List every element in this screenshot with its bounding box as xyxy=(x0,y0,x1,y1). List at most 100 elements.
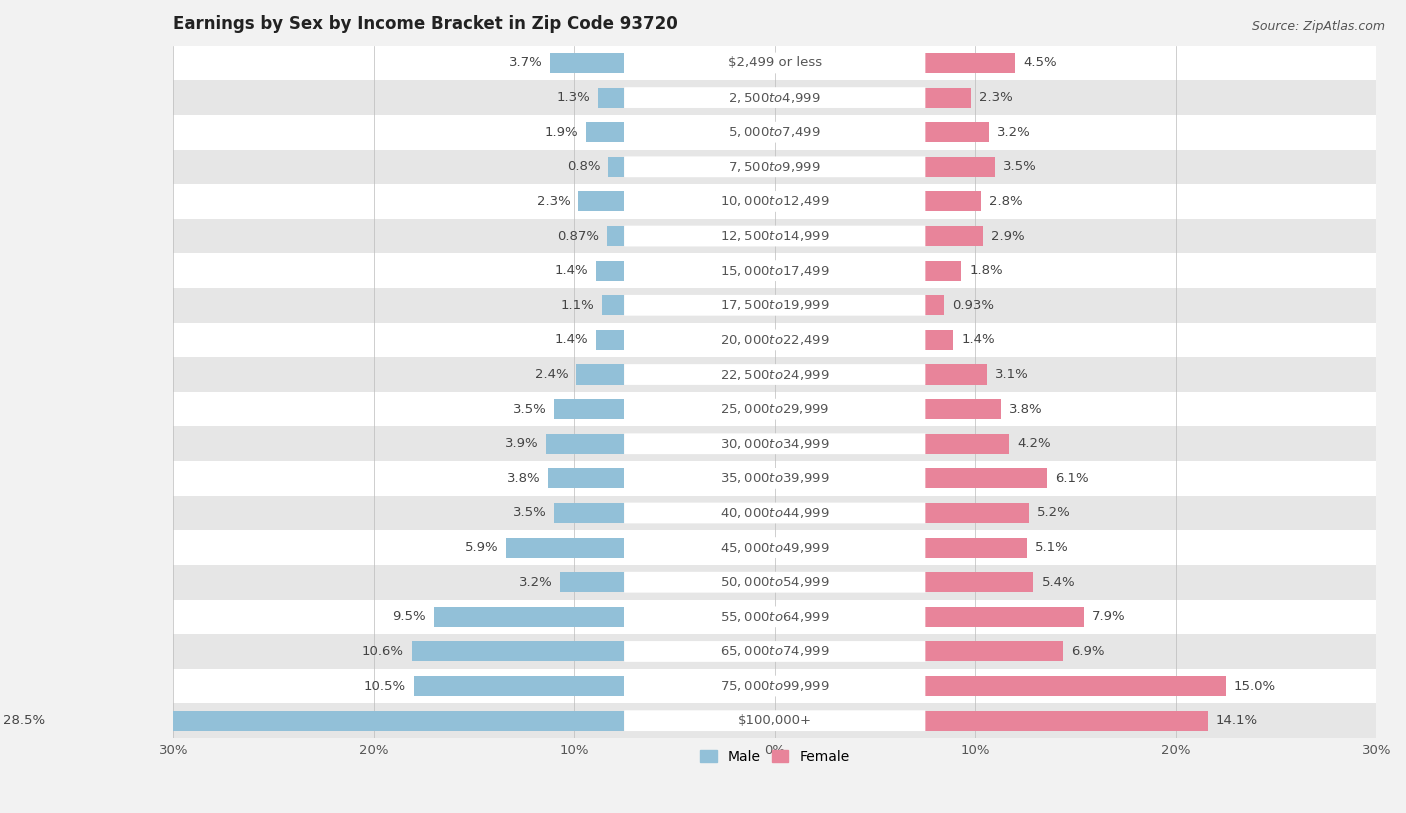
FancyBboxPatch shape xyxy=(624,676,925,697)
Bar xyxy=(173,357,1376,392)
Bar xyxy=(925,122,990,142)
Bar xyxy=(173,530,1376,565)
Bar xyxy=(925,537,1028,558)
Bar xyxy=(547,433,624,454)
Text: 1.3%: 1.3% xyxy=(557,91,591,104)
Bar xyxy=(925,88,972,107)
Bar xyxy=(173,427,1376,461)
Bar xyxy=(925,572,1033,592)
FancyBboxPatch shape xyxy=(624,364,925,385)
FancyBboxPatch shape xyxy=(624,53,925,73)
Bar xyxy=(173,115,1376,150)
Bar xyxy=(596,261,624,280)
FancyBboxPatch shape xyxy=(624,156,925,177)
Text: $75,000 to $99,999: $75,000 to $99,999 xyxy=(720,679,830,693)
Text: 0.87%: 0.87% xyxy=(557,229,599,242)
Bar xyxy=(925,191,981,211)
Text: $30,000 to $34,999: $30,000 to $34,999 xyxy=(720,437,830,450)
Text: $50,000 to $54,999: $50,000 to $54,999 xyxy=(720,576,830,589)
FancyBboxPatch shape xyxy=(624,537,925,558)
Bar xyxy=(173,254,1376,288)
Text: $22,500 to $24,999: $22,500 to $24,999 xyxy=(720,367,830,381)
Text: 2.4%: 2.4% xyxy=(534,368,568,381)
Bar xyxy=(925,157,995,177)
Text: 1.1%: 1.1% xyxy=(561,299,595,312)
Bar xyxy=(925,606,1084,627)
Bar xyxy=(602,295,624,315)
Text: 5.2%: 5.2% xyxy=(1038,506,1071,520)
Text: $65,000 to $74,999: $65,000 to $74,999 xyxy=(720,645,830,659)
Bar xyxy=(925,676,1226,696)
Bar xyxy=(413,676,624,696)
Text: 5.4%: 5.4% xyxy=(1042,576,1076,589)
Bar xyxy=(173,150,1376,184)
Text: 28.5%: 28.5% xyxy=(3,714,45,727)
Bar xyxy=(925,226,983,246)
Bar xyxy=(173,634,1376,669)
Bar xyxy=(925,468,1047,489)
Text: 2.9%: 2.9% xyxy=(991,229,1025,242)
Bar xyxy=(173,46,1376,80)
Text: 3.2%: 3.2% xyxy=(519,576,553,589)
FancyBboxPatch shape xyxy=(624,641,925,662)
Bar xyxy=(925,641,1063,662)
Text: $55,000 to $64,999: $55,000 to $64,999 xyxy=(720,610,830,624)
Bar xyxy=(173,392,1376,427)
Bar xyxy=(925,399,1001,420)
Text: $10,000 to $12,499: $10,000 to $12,499 xyxy=(720,194,830,208)
Text: 3.5%: 3.5% xyxy=(513,506,547,520)
FancyBboxPatch shape xyxy=(624,398,925,420)
Text: $25,000 to $29,999: $25,000 to $29,999 xyxy=(720,402,830,416)
Text: 4.5%: 4.5% xyxy=(1024,56,1057,69)
Bar xyxy=(550,53,624,73)
Bar xyxy=(925,711,1208,731)
Text: 3.5%: 3.5% xyxy=(1004,160,1038,173)
Text: $2,500 to $4,999: $2,500 to $4,999 xyxy=(728,90,821,105)
Text: 10.5%: 10.5% xyxy=(364,680,406,693)
Bar xyxy=(548,468,624,489)
FancyBboxPatch shape xyxy=(624,502,925,524)
Bar xyxy=(578,191,624,211)
Text: $45,000 to $49,999: $45,000 to $49,999 xyxy=(720,541,830,554)
FancyBboxPatch shape xyxy=(624,606,925,627)
Legend: Male, Female: Male, Female xyxy=(695,744,855,769)
Text: $100,000+: $100,000+ xyxy=(738,714,811,727)
Text: 5.1%: 5.1% xyxy=(1035,541,1069,554)
Text: 15.0%: 15.0% xyxy=(1234,680,1277,693)
Text: $15,000 to $17,499: $15,000 to $17,499 xyxy=(720,263,830,278)
Text: 0.8%: 0.8% xyxy=(567,160,600,173)
Bar xyxy=(53,711,624,731)
FancyBboxPatch shape xyxy=(624,711,925,731)
FancyBboxPatch shape xyxy=(624,295,925,315)
Text: 3.8%: 3.8% xyxy=(506,472,540,485)
Text: $12,500 to $14,999: $12,500 to $14,999 xyxy=(720,229,830,243)
FancyBboxPatch shape xyxy=(624,226,925,246)
FancyBboxPatch shape xyxy=(624,260,925,281)
Bar xyxy=(434,606,624,627)
Bar xyxy=(173,703,1376,738)
Bar xyxy=(576,364,624,385)
Text: $5,000 to $7,499: $5,000 to $7,499 xyxy=(728,125,821,139)
Bar xyxy=(925,53,1015,73)
Text: 2.3%: 2.3% xyxy=(980,91,1014,104)
Text: $40,000 to $44,999: $40,000 to $44,999 xyxy=(720,506,830,520)
Text: 6.9%: 6.9% xyxy=(1071,645,1105,658)
Text: $7,500 to $9,999: $7,500 to $9,999 xyxy=(728,160,821,174)
FancyBboxPatch shape xyxy=(624,122,925,142)
FancyBboxPatch shape xyxy=(624,329,925,350)
Text: 5.9%: 5.9% xyxy=(464,541,498,554)
Bar xyxy=(173,599,1376,634)
Text: 9.5%: 9.5% xyxy=(392,611,426,624)
Bar xyxy=(560,572,624,592)
Text: 1.8%: 1.8% xyxy=(969,264,1002,277)
Bar xyxy=(173,184,1376,219)
Bar xyxy=(506,537,624,558)
Text: 6.1%: 6.1% xyxy=(1056,472,1090,485)
FancyBboxPatch shape xyxy=(624,572,925,593)
FancyBboxPatch shape xyxy=(624,433,925,454)
Text: 3.1%: 3.1% xyxy=(995,368,1029,381)
Bar xyxy=(173,219,1376,254)
Text: 3.9%: 3.9% xyxy=(505,437,538,450)
Text: 1.4%: 1.4% xyxy=(555,333,588,346)
FancyBboxPatch shape xyxy=(624,87,925,108)
